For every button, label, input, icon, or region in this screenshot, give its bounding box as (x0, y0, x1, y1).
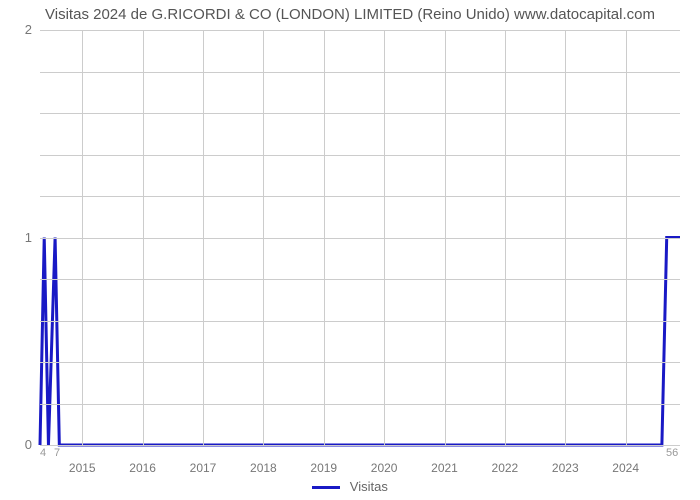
y-tick-label: 1 (12, 230, 32, 245)
x-tick-label: 2020 (359, 461, 409, 475)
x-tick-label: 2022 (480, 461, 530, 475)
y-tick-label: 2 (12, 22, 32, 37)
legend-swatch (312, 486, 340, 489)
x-tick-label: 2015 (57, 461, 107, 475)
x-tick-label: 2023 (540, 461, 590, 475)
x-sub-label-right: 56 (666, 447, 678, 459)
x-tick-label: 2017 (178, 461, 228, 475)
visits-chart: Visitas 2024 de G.RICORDI & CO (LONDON) … (0, 0, 700, 500)
legend-label: Visitas (350, 479, 388, 494)
plot-area (40, 30, 680, 446)
legend: Visitas (0, 479, 700, 494)
x-tick-label: 2016 (118, 461, 168, 475)
x-tick-label: 2018 (238, 461, 288, 475)
x-sub-label-left-1: 4 (40, 447, 46, 459)
chart-title: Visitas 2024 de G.RICORDI & CO (LONDON) … (0, 6, 700, 23)
y-tick-label: 0 (12, 437, 32, 452)
x-tick-label: 2019 (299, 461, 349, 475)
x-tick-label: 2024 (601, 461, 651, 475)
x-sub-label-left-2: 7 (54, 447, 60, 459)
x-tick-label: 2021 (420, 461, 470, 475)
